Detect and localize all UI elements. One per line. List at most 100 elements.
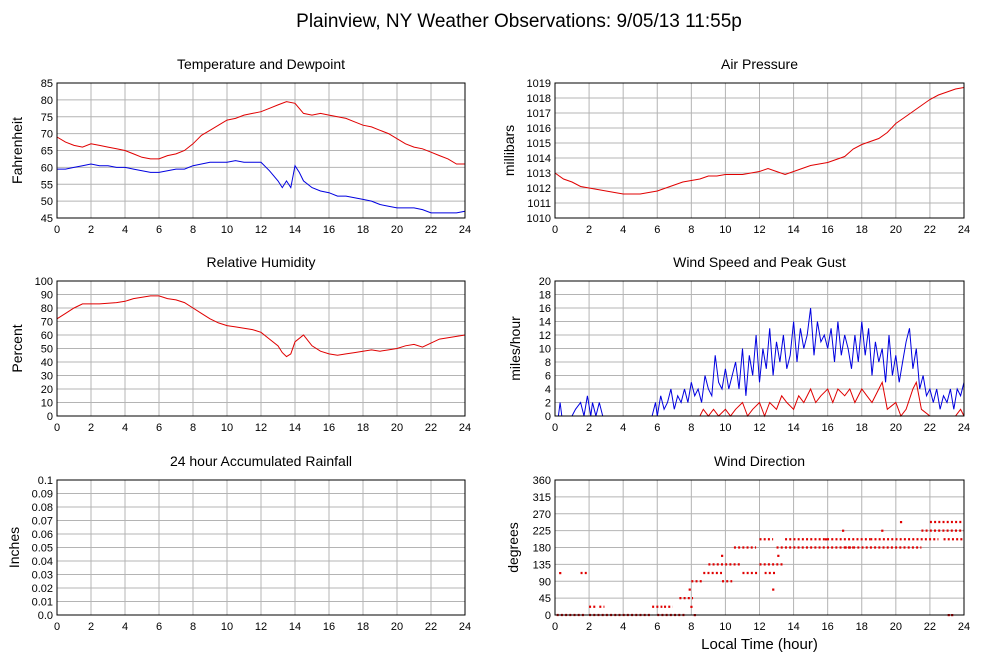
x-tick-label: 8 [688,621,694,633]
y-tick-label: 1013 [527,168,551,180]
x-tick-label: 16 [323,621,335,633]
y-tick-label: 1015 [527,138,551,150]
x-tick-label: 2 [88,621,94,633]
x-tick-label: 6 [654,224,660,236]
y-tick-label: 270 [533,509,551,521]
x-tick-label: 24 [958,422,970,434]
x-tick-label: 0 [552,621,558,633]
x-tick-label: 6 [156,621,162,633]
y-tick-label: 65 [41,146,53,158]
y-tick-label: 0.04 [32,556,53,568]
x-tick-label: 2 [586,224,592,236]
y-tick-label: 20 [539,276,551,288]
plot-frame [56,280,466,417]
y-tick-label: 50 [41,196,53,208]
x-tick-label: 4 [620,422,626,434]
chart-title: Wind Direction [714,453,805,469]
direction-point [842,529,845,532]
x-tick-label: 4 [122,224,128,236]
plot-frame [554,479,965,616]
x-tick-label: 4 [122,621,128,633]
x-tick-label: 10 [719,422,731,434]
y-tick-label: 70 [41,129,53,141]
x-tick-label: 22 [924,621,936,633]
x-tick-label: 4 [620,224,626,236]
x-tick-label: 18 [357,621,369,633]
y-tick-label: 0 [47,411,53,423]
x-tick-label: 10 [719,224,731,236]
x-tick-label: 12 [753,621,765,633]
series-line-red [56,101,465,165]
x-tick-label: 10 [221,224,233,236]
y-tick-label: 90 [41,290,53,302]
x-tick-label: 0 [54,422,60,434]
x-tick-label: 6 [654,422,660,434]
direction-point [721,554,724,557]
plot-frame [56,479,466,616]
y-tick-label: 0.01 [32,597,53,609]
x-tick-label: 14 [787,422,799,434]
x-tick-label: 2 [586,621,592,633]
x-tick-label: 24 [459,422,471,434]
x-tick-label: 14 [787,224,799,236]
x-tick-label: 0 [552,422,558,434]
x-tick-label: 8 [190,224,196,236]
x-tick-label: 20 [890,224,902,236]
y-tick-label: 135 [533,559,551,571]
y-tick-label: 6 [545,371,551,383]
x-tick-label: 22 [425,422,437,434]
y-tick-label: 0 [545,610,551,622]
x-tick-label: 14 [289,422,301,434]
x-tick-label: 16 [323,224,335,236]
y-tick-label: 20 [41,384,53,396]
y-tick-label: 1014 [527,153,551,165]
gridlines [554,280,965,417]
y-tick-label: 50 [41,344,53,356]
y-tick-label: 40 [41,357,53,369]
x-tick-label: 22 [924,422,936,434]
x-tick-label: 6 [156,224,162,236]
gridlines [56,280,466,417]
x-tick-label: 24 [958,224,970,236]
x-tick-label: 12 [753,422,765,434]
y-tick-label: 12 [539,330,551,342]
direction-point [772,588,775,591]
direction-point [559,572,562,575]
x-tick-label: 20 [391,224,403,236]
y-tick-label: 1016 [527,123,551,135]
y-tick-label: 85 [41,78,53,90]
chart-title: Temperature and Dewpoint [177,56,345,72]
x-tick-label: 14 [289,621,301,633]
y-tick-label: 0 [545,411,551,423]
y-tick-label: 10 [41,398,53,410]
x-tick-label: 20 [391,422,403,434]
x-tick-label: 10 [221,422,233,434]
x-tick-label: 24 [459,224,471,236]
series-line-blue [555,307,965,417]
y-tick-label: 45 [41,213,53,225]
chart-title: Wind Speed and Peak Gust [673,254,846,270]
y-tick-label: 180 [533,543,551,555]
x-tick-label: 18 [856,422,868,434]
gridlines [56,479,466,616]
y-tick-label: 0.07 [32,516,53,528]
plot-frame [56,82,466,219]
gridlines [554,479,965,616]
y-tick-label: 0.06 [32,529,53,541]
y-tick-label: 100 [35,276,53,288]
y-tick-label: 1017 [527,108,551,120]
y-tick-label: 80 [41,95,53,107]
x-tick-label: 2 [88,224,94,236]
x-tick-label: 6 [156,422,162,434]
x-tick-label: 14 [289,224,301,236]
y-tick-label: 360 [533,475,551,487]
y-tick-label: 1019 [527,78,551,90]
y-tick-label: 0.08 [32,502,53,514]
x-tick-label: 14 [787,621,799,633]
x-tick-label: 24 [958,621,970,633]
chart-title: Relative Humidity [207,254,316,270]
chart-title: Air Pressure [721,56,798,72]
wind-direction-chart: Wind Direction degrees Local Time (hour) 0 2… [505,453,970,653]
